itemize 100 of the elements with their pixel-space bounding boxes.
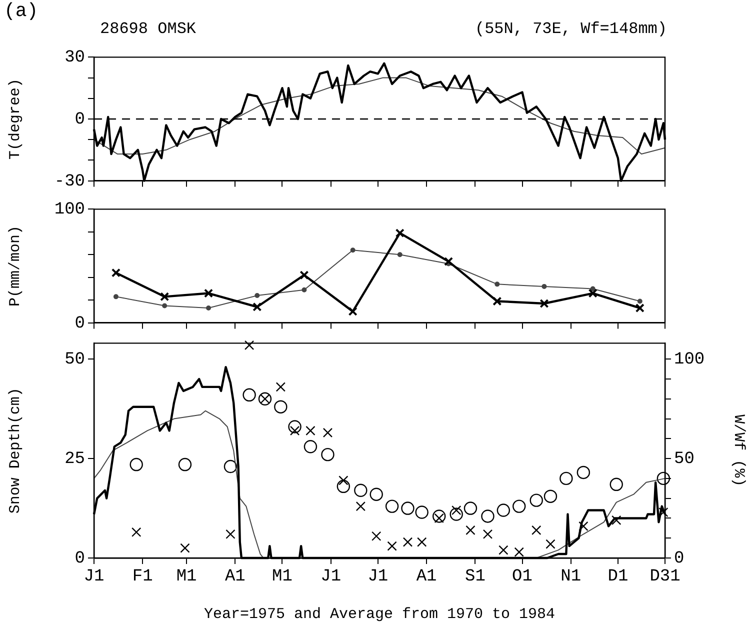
x-tick-label: A1 — [224, 568, 246, 587]
point — [464, 502, 478, 515]
text: (a) — [4, 0, 38, 22]
point — [544, 490, 558, 503]
point — [160, 292, 170, 302]
x-tick-label: O1 — [512, 568, 532, 587]
y-axis-title: Snow Depth(cm) — [6, 388, 24, 514]
point — [206, 306, 212, 311]
point — [306, 426, 316, 436]
point — [276, 382, 286, 392]
point — [304, 440, 318, 454]
point — [224, 460, 238, 474]
point — [338, 476, 348, 486]
point — [372, 531, 382, 541]
point — [350, 248, 356, 253]
point — [492, 296, 502, 306]
point — [530, 494, 543, 507]
y-tick-label: 0 — [74, 314, 85, 334]
point — [336, 480, 350, 493]
x-tick-label: M1 — [176, 568, 197, 587]
x-tick-label: M1 — [272, 568, 292, 587]
point — [401, 502, 414, 515]
point — [656, 472, 670, 486]
point — [494, 282, 500, 287]
point — [348, 306, 358, 316]
y-tick-label: 50 — [64, 350, 85, 370]
point — [635, 303, 644, 313]
point — [226, 529, 236, 539]
x-tick-label: J1 — [368, 568, 388, 587]
point — [466, 525, 476, 535]
point — [512, 500, 526, 513]
y-axis-title: P(mm/mon) — [6, 225, 24, 307]
y-tick-label: 25 — [64, 450, 85, 470]
point — [637, 298, 642, 304]
point — [132, 527, 142, 537]
point — [540, 298, 549, 308]
x-tick-label: D31 — [650, 568, 680, 587]
point — [444, 256, 454, 266]
x-axis-title: Year=1975 and Average from 1970 to 1984 — [204, 606, 556, 623]
point — [576, 466, 590, 480]
point — [402, 537, 413, 547]
point — [482, 529, 493, 539]
point — [397, 252, 402, 258]
point — [288, 420, 302, 434]
point — [560, 472, 573, 486]
x-tick-label: J1 — [84, 568, 104, 587]
point — [244, 340, 254, 350]
point — [385, 500, 399, 513]
point — [450, 508, 463, 521]
point — [610, 478, 623, 492]
point — [590, 286, 596, 292]
point — [532, 525, 542, 535]
point — [321, 448, 334, 462]
x-tick-label: D1 — [608, 568, 628, 587]
point — [415, 506, 428, 519]
point — [111, 268, 120, 278]
y-tick-label: 0 — [74, 110, 85, 130]
y-tick-label: -30 — [54, 172, 85, 192]
x-tick-label: J1 — [320, 568, 342, 587]
point — [387, 541, 397, 551]
x-tick-label: S1 — [464, 568, 486, 587]
y2-tick-label: 100 — [674, 350, 705, 370]
point — [300, 270, 309, 280]
y-tick-label: 100 — [54, 200, 85, 220]
point — [113, 294, 118, 300]
point — [452, 505, 462, 516]
point — [434, 513, 444, 524]
x-tick-label: A1 — [416, 568, 437, 587]
point — [204, 288, 214, 298]
point — [481, 510, 494, 523]
point — [370, 488, 383, 501]
y2-axis-title: W/Wf (%) — [730, 414, 748, 487]
point — [417, 537, 427, 547]
point — [130, 458, 143, 472]
point — [322, 428, 333, 438]
point — [178, 458, 192, 472]
x-tick-label: F1 — [132, 568, 153, 587]
point — [274, 400, 288, 414]
point — [354, 484, 368, 497]
y-axis-title: T(degree) — [6, 78, 24, 160]
point — [180, 543, 190, 553]
point — [290, 426, 300, 436]
point — [588, 288, 598, 298]
point — [496, 504, 510, 517]
point — [162, 303, 168, 308]
chart-title: 28698 OMSK — [100, 20, 196, 38]
point — [254, 293, 260, 298]
chart-subtitle: (55N, 73E, Wf=148mm) — [474, 20, 667, 38]
y-tick-label: 30 — [64, 48, 85, 68]
point — [612, 515, 622, 526]
x-tick-label: N1 — [560, 568, 582, 587]
point — [546, 539, 556, 549]
point — [514, 547, 524, 557]
point — [252, 302, 262, 312]
point — [542, 284, 547, 289]
point — [356, 501, 366, 512]
y-tick-label: 0 — [74, 550, 85, 568]
point — [302, 287, 307, 292]
point — [498, 545, 508, 555]
point — [242, 388, 256, 402]
